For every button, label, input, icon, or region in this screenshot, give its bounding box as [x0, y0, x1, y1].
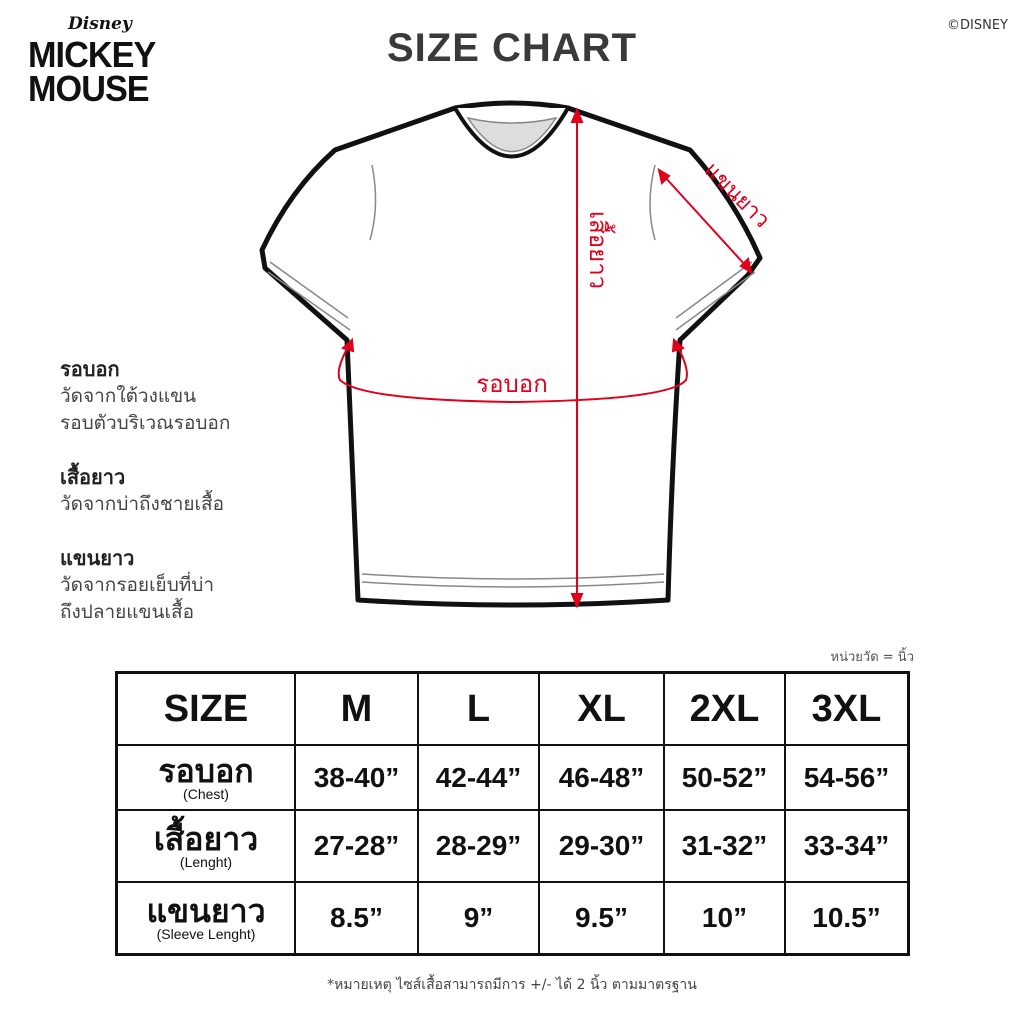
header-cell: SIZE	[115, 671, 296, 746]
table-row: รอบอก (Chest) 38-40” 42-44” 46-48” 50-52”…	[115, 744, 910, 811]
mickey-mouse-logo: Disney MICKEY MOUSE	[28, 14, 178, 114]
table-header-row: SIZE M L XL 2XL 3XL	[115, 671, 910, 746]
chest-description: รอบอก วัดจากใต้วงแขน รอบตัวบริเวณรอบอก	[60, 357, 231, 434]
table-row: แขนยาว (Sleeve Lenght) 8.5” 9” 9.5” 10” 1…	[115, 881, 910, 955]
row-label: แขนยาว (Sleeve Lenght)	[115, 881, 296, 955]
page-title: SIZE CHART	[387, 26, 637, 70]
length-description: เสื้อยาว วัดจากบ่าถึงชายเสื้อ	[60, 465, 225, 515]
cell: 9.5”	[538, 881, 665, 955]
table-row: เสื้อยาว (Lenght) 27-28” 28-29” 29-30” 31…	[115, 809, 910, 883]
disney-wordmark: Disney	[68, 14, 132, 34]
length-diagram-label: เสื้อยาว	[584, 211, 616, 289]
header-cell: L	[417, 671, 540, 746]
cell: 28-29”	[417, 809, 540, 883]
copyright: ©DISNEY	[947, 18, 1008, 33]
cell: 27-28”	[294, 809, 419, 883]
header-cell: 2XL	[663, 671, 786, 746]
chest-diagram-label: รอบอก	[476, 370, 547, 398]
sleeve-description: แขนยาว วัดจากรอยเย็บที่บ่า ถึงปลายแขนเสื้อ	[60, 546, 215, 623]
mickey-mouse-wordmark: MICKEY MOUSE	[28, 34, 156, 109]
cell: 54-56”	[784, 744, 910, 811]
cell: 10”	[663, 881, 786, 955]
cell: 42-44”	[417, 744, 540, 811]
cell: 31-32”	[663, 809, 786, 883]
row-label: เสื้อยาว (Lenght)	[115, 809, 296, 883]
row-label: รอบอก (Chest)	[115, 744, 296, 811]
cell: 9”	[417, 881, 540, 955]
header-cell: XL	[538, 671, 665, 746]
footnote: *หมายเหตุ ไซส์เสื้อสามารถมีการ +/- ได้ 2…	[327, 977, 697, 993]
cell: 46-48”	[538, 744, 665, 811]
header-cell: M	[294, 671, 419, 746]
cell: 10.5”	[784, 881, 910, 955]
unit-label: หน่วยวัด = นิ้ว	[830, 650, 914, 665]
cell: 33-34”	[784, 809, 910, 883]
cell: 38-40”	[294, 744, 419, 811]
size-table: SIZE M L XL 2XL 3XL รอบอก (Chest) 38-40” …	[115, 671, 910, 956]
cell: 50-52”	[663, 744, 786, 811]
header-cell: 3XL	[784, 671, 910, 746]
cell: 29-30”	[538, 809, 665, 883]
cell: 8.5”	[294, 881, 419, 955]
tshirt-diagram: รอบอก เสื้อยาว แขนยาว	[259, 100, 774, 609]
